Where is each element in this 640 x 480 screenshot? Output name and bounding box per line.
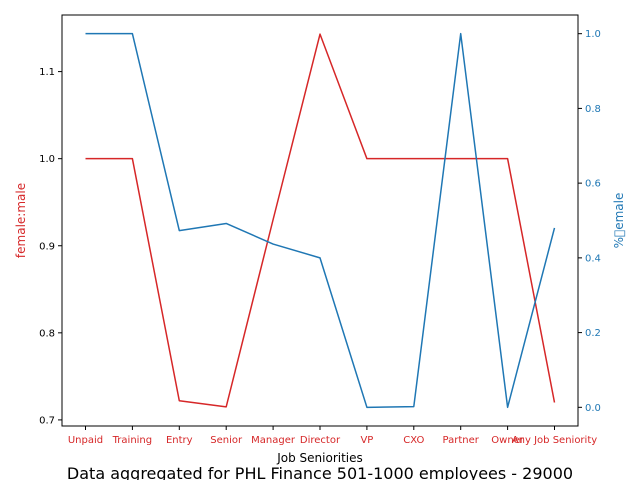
left-tick-label: 0.7 <box>39 415 55 426</box>
left-axis-ticks: 0.7 0.8 0.9 1.0 1.1 <box>39 67 62 426</box>
left-tick-label: 1.1 <box>39 67 55 78</box>
series-line-percent-female <box>85 32 556 409</box>
right-tick-label: 0.4 <box>585 253 601 264</box>
x-tick-label: Any Job Seniority <box>512 435 597 446</box>
x-tick-label: Entry <box>166 435 193 446</box>
plot-layer <box>85 32 556 409</box>
x-tick-label: Owner <box>491 435 525 446</box>
left-tick-label: 1.0 <box>39 154 55 165</box>
chart-caption: Data aggregated for PHL Finance 501-1000… <box>67 464 573 480</box>
right-tick-label: 0.8 <box>585 104 601 115</box>
x-tick-label: Training <box>112 435 152 446</box>
right-tick-label: 0.6 <box>585 179 601 190</box>
x-tick-label: Senior <box>210 435 243 446</box>
x-tick-label: Manager <box>251 435 296 446</box>
x-tick-label: Unpaid <box>68 435 103 446</box>
x-tick-label: Partner <box>443 435 480 446</box>
right-tick-label: 0.0 <box>585 403 601 414</box>
x-tick-label: Director <box>300 435 341 446</box>
left-tick-label: 0.8 <box>39 328 55 339</box>
x-tick-label: CXO <box>403 435 424 446</box>
x-axis-ticks: Unpaid Training Entry Senior Manager Director… <box>68 426 597 446</box>
right-tick-label: 0.2 <box>585 328 601 339</box>
y-right-axis-label: % emale <box>612 193 626 249</box>
x-tick-label: VP <box>360 435 373 446</box>
x-axis-label: Job Seniorities <box>276 451 363 465</box>
right-tick-label: 1.0 <box>585 29 601 40</box>
left-tick-label: 0.9 <box>39 241 55 252</box>
right-axis-ticks: 0.0 0.2 0.4 0.6 0.8 1.0 <box>578 29 601 414</box>
y-left-axis-label: female:male <box>14 183 28 258</box>
